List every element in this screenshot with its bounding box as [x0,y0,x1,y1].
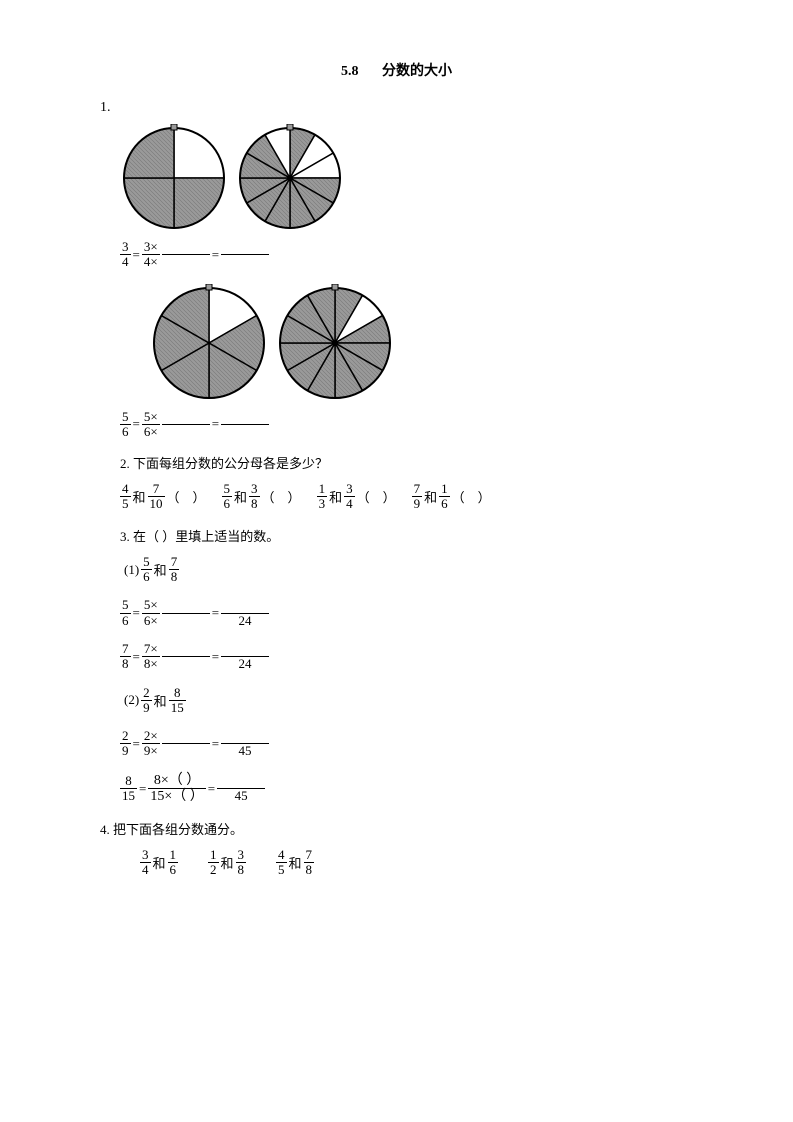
q1-eq1: 3 4 = 3× 4× = [120,240,713,270]
section-number: 5.8 [341,64,359,79]
q3-text: 3. 在（ ）里填上适当的数。 [120,526,713,545]
fraction-pair: 13和34（ ） [317,482,396,512]
fraction-pair: 45和78 [276,848,314,878]
q1-number: 1. [100,100,713,116]
fraction: 3× 4× [142,240,160,270]
q3-p1-eq1: 56 = 5×6× = 24 [120,598,713,628]
fraction: 7 8 [169,555,180,585]
pie-chart-3 [150,284,268,402]
content: 1. 3 4 = 3× 4× = 5 6 = 5× [120,100,713,805]
pie-chart-1 [120,124,228,232]
fraction: 5 6 [120,410,131,440]
fraction: 3 4 [120,240,131,270]
blank-fraction [162,410,210,440]
q3-p2-eq1: 29 = 2×9× = 45 [120,729,713,759]
blank-fraction [221,240,269,270]
blank-fraction [221,410,269,440]
q1-eq2: 5 6 = 5× 6× = [120,410,713,440]
q4-text: 4. 把下面各组分数通分。 [100,819,713,838]
q3-p1-eq2: 78 = 7×8× = 24 [120,642,713,672]
section-title: 分数的大小 [382,64,452,79]
blank-fraction [162,240,210,270]
fraction-pair: 45和710（ ） [120,482,206,512]
fraction-pair: 34和16 [140,848,178,878]
q1-pies-row1 [120,124,713,232]
q4-pairs: 34和16 12和38 45和78 [140,848,713,878]
pie-chart-4 [276,284,394,402]
fraction-pair: 12和38 [208,848,246,878]
page-title: 5.8 分数的大小 [80,60,713,80]
pie-chart-2 [236,124,344,232]
fraction: 5 6 [141,555,152,585]
q3-p2-eq2: 815 = 8×（ ）15×（ ） = 45 [120,773,713,805]
fraction-pair: 79和16（ ） [412,482,491,512]
q2-pairs: 45和710（ ） 56和38（ ） 13和34（ ） 79和16（ ） [120,482,713,512]
q3-part2-label: (2) 29 和 815 [124,686,713,716]
fraction-pair: 56和38（ ） [222,482,301,512]
q3-part1-label: (1) 5 6 和 7 8 [124,555,713,585]
fraction: 5× 6× [142,410,160,440]
q2-text: 2. 下面每组分数的公分母各是多少？ [120,453,713,472]
q1-pies-row2 [150,284,713,402]
